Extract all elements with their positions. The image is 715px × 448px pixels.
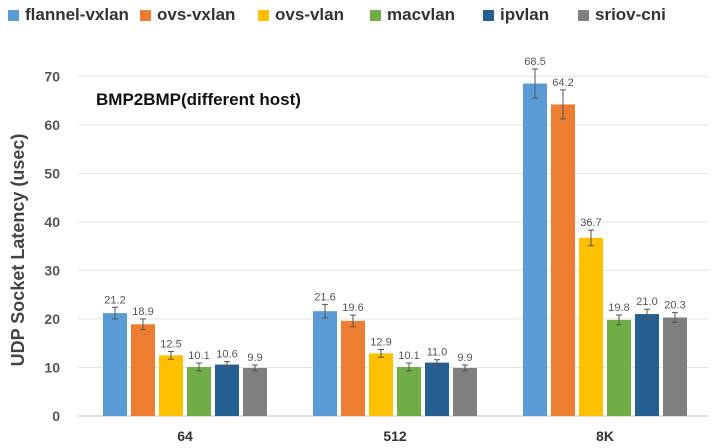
bar-macvlan-64 bbox=[187, 366, 211, 416]
x-category-label: 64 bbox=[177, 428, 193, 444]
legend-label: flannel-vxlan bbox=[25, 5, 129, 24]
data-label: 10.1 bbox=[398, 350, 419, 362]
data-label: 36.7 bbox=[580, 217, 601, 229]
bar-ovs-vxlan-8K bbox=[551, 104, 575, 416]
data-label: 12.9 bbox=[370, 337, 391, 349]
legend-label: ipvlan bbox=[500, 5, 550, 24]
legend-swatch bbox=[8, 9, 19, 21]
bar-ipvlan-8K bbox=[635, 314, 659, 416]
legend-swatch bbox=[258, 9, 269, 21]
data-label: 21.6 bbox=[314, 291, 335, 303]
legend-item-ovs-vxlan: ovs-vxlan bbox=[140, 2, 235, 28]
bar-flannel-vxlan-512 bbox=[313, 311, 337, 416]
bar-flannel-vxlan-8K bbox=[523, 83, 547, 417]
bar-macvlan-8K bbox=[607, 319, 631, 416]
y-tick-label: 60 bbox=[44, 117, 60, 133]
y-tick-label: 50 bbox=[44, 165, 60, 181]
data-label: 11.0 bbox=[427, 347, 448, 359]
data-label: 20.3 bbox=[664, 300, 685, 312]
legend-item-ipvlan: ipvlan bbox=[483, 2, 549, 28]
bar-ovs-vlan-512 bbox=[369, 353, 393, 416]
data-label: 64.2 bbox=[552, 77, 573, 89]
chart-title: BMP2BMP(different host) bbox=[96, 90, 301, 109]
x-axis-categories: 64 512 8K bbox=[177, 428, 614, 444]
bar-macvlan-512 bbox=[397, 366, 421, 416]
bar-sriov-cni-8K bbox=[663, 317, 687, 416]
legend-swatch bbox=[483, 9, 494, 21]
legend-item-flannel-vxlan: flannel-vxlan bbox=[8, 2, 129, 28]
data-label: 9.9 bbox=[457, 352, 472, 364]
bar-ovs-vxlan-512 bbox=[341, 320, 365, 416]
legend-item-ovs-vlan: ovs-vlan bbox=[258, 2, 344, 28]
y-tick-label: 40 bbox=[44, 214, 60, 230]
x-category-label: 512 bbox=[383, 428, 407, 444]
legend: flannel-vxlan ovs-vxlan ovs-vlan macvlan… bbox=[0, 2, 715, 28]
legend-item-macvlan: macvlan bbox=[370, 2, 455, 28]
y-tick-label: 10 bbox=[44, 359, 60, 375]
data-label: 10.1 bbox=[188, 350, 209, 362]
x-category-label: 8K bbox=[596, 428, 614, 444]
bar-ipvlan-64 bbox=[215, 364, 239, 416]
data-label: 9.9 bbox=[247, 352, 262, 364]
bar-sriov-cni-64 bbox=[243, 367, 267, 416]
data-label: 21.0 bbox=[636, 296, 657, 308]
legend-swatch bbox=[578, 9, 589, 21]
bars: 21.2 18.9 12.5 10.1 10.6 9.9 21.6 19.6 12.9 10.1 1… bbox=[103, 56, 687, 417]
y-tick-label: 70 bbox=[44, 68, 60, 84]
data-label: 12.5 bbox=[160, 338, 181, 350]
y-tick-label: 20 bbox=[44, 311, 60, 327]
bar-ovs-vlan-64 bbox=[159, 355, 183, 416]
legend-label: sriov-cni bbox=[595, 5, 666, 24]
data-label: 21.2 bbox=[104, 294, 125, 306]
legend-label: ovs-vxlan bbox=[157, 5, 236, 24]
data-label: 68.5 bbox=[524, 56, 545, 68]
bar-sriov-cni-512 bbox=[453, 367, 477, 416]
bar-ipvlan-512 bbox=[425, 362, 449, 416]
bar-ovs-vlan-8K bbox=[579, 237, 603, 416]
legend-label: macvlan bbox=[387, 5, 456, 24]
data-label: 19.6 bbox=[342, 302, 363, 314]
y-tick-label: 30 bbox=[44, 262, 60, 278]
bar-ovs-vxlan-64 bbox=[131, 324, 155, 416]
y-axis-ticks: 0 10 20 30 40 50 60 70 bbox=[44, 68, 60, 424]
data-label: 19.8 bbox=[608, 302, 629, 314]
legend-swatch bbox=[370, 9, 381, 21]
data-label: 10.6 bbox=[216, 349, 237, 361]
data-label: 18.9 bbox=[132, 306, 153, 318]
legend-swatch bbox=[140, 9, 151, 21]
y-axis-label: UDP Socket Latency (usec) bbox=[8, 134, 28, 367]
y-tick-label: 0 bbox=[52, 408, 60, 424]
bar-flannel-vxlan-64 bbox=[103, 313, 127, 416]
legend-label: ovs-vlan bbox=[275, 5, 344, 24]
legend-item-sriov-cni: sriov-cni bbox=[578, 2, 666, 28]
